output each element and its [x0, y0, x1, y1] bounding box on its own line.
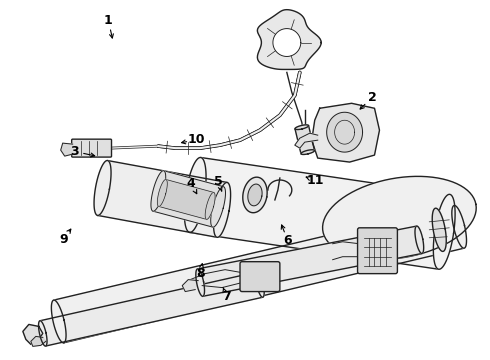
Polygon shape	[432, 208, 446, 251]
Polygon shape	[433, 194, 455, 269]
Polygon shape	[23, 324, 43, 345]
Polygon shape	[197, 226, 422, 296]
Polygon shape	[211, 186, 225, 227]
Text: 2: 2	[368, 91, 376, 104]
Polygon shape	[39, 321, 47, 346]
Polygon shape	[54, 206, 464, 343]
Polygon shape	[94, 161, 111, 215]
Polygon shape	[40, 272, 263, 346]
Text: 1: 1	[104, 14, 113, 27]
Polygon shape	[322, 176, 476, 259]
FancyBboxPatch shape	[72, 139, 112, 157]
Polygon shape	[295, 126, 315, 154]
Text: 11: 11	[307, 174, 324, 187]
Polygon shape	[159, 180, 214, 219]
Polygon shape	[243, 177, 267, 213]
Polygon shape	[184, 157, 206, 233]
Polygon shape	[273, 28, 301, 57]
Text: 5: 5	[214, 175, 222, 188]
Polygon shape	[98, 161, 227, 237]
Polygon shape	[151, 171, 166, 211]
Polygon shape	[205, 192, 215, 219]
Polygon shape	[257, 10, 321, 69]
Polygon shape	[196, 269, 204, 296]
Text: 7: 7	[222, 290, 231, 303]
Text: 10: 10	[188, 133, 205, 146]
Polygon shape	[415, 226, 424, 253]
Polygon shape	[31, 336, 46, 346]
Polygon shape	[248, 184, 262, 206]
Polygon shape	[190, 157, 450, 269]
Text: 9: 9	[59, 233, 68, 246]
FancyBboxPatch shape	[358, 228, 397, 274]
Text: 8: 8	[196, 267, 204, 280]
FancyBboxPatch shape	[240, 262, 280, 292]
Polygon shape	[295, 133, 318, 148]
Text: 4: 4	[187, 177, 196, 190]
Polygon shape	[327, 112, 363, 152]
Polygon shape	[295, 125, 309, 130]
Polygon shape	[301, 150, 315, 154]
Polygon shape	[157, 180, 167, 206]
Polygon shape	[214, 183, 231, 237]
Polygon shape	[61, 143, 73, 156]
Text: 3: 3	[70, 145, 78, 158]
Polygon shape	[452, 206, 466, 248]
Polygon shape	[312, 103, 379, 162]
Polygon shape	[153, 171, 223, 227]
Polygon shape	[51, 300, 66, 343]
Polygon shape	[182, 280, 198, 292]
Polygon shape	[256, 272, 264, 297]
Text: 6: 6	[284, 234, 292, 247]
